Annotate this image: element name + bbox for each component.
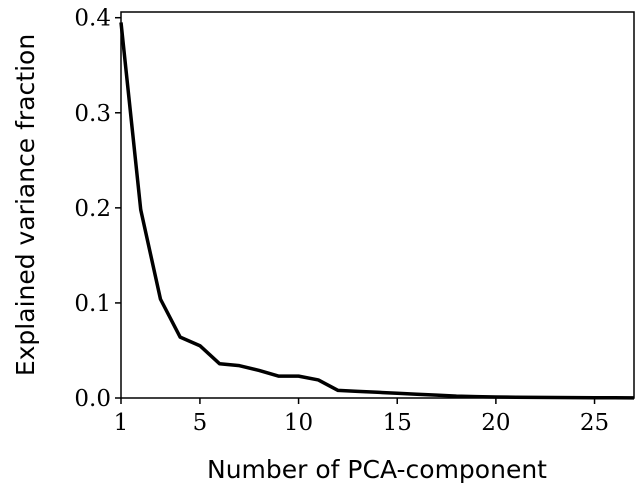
y-tick-label: 0.0	[74, 386, 111, 412]
x-tick-label: 25	[580, 410, 609, 436]
x-tick-label: 20	[481, 410, 510, 436]
x-tick-label: 15	[383, 410, 412, 436]
y-tick-label: 0.4	[74, 6, 111, 32]
x-axis-label: Number of PCA-component	[207, 455, 547, 484]
x-tick-label: 1	[114, 410, 129, 436]
y-axis-label: Explained variance fraction	[11, 34, 40, 376]
y-tick-label: 0.2	[74, 196, 111, 222]
x-tick-label: 10	[284, 410, 313, 436]
x-tick-label: 5	[193, 410, 208, 436]
plot-frame	[120, 11, 635, 399]
y-tick-label: 0.3	[74, 101, 111, 127]
line	[119, 22, 635, 400]
y-tick-label: 0.1	[74, 291, 111, 317]
